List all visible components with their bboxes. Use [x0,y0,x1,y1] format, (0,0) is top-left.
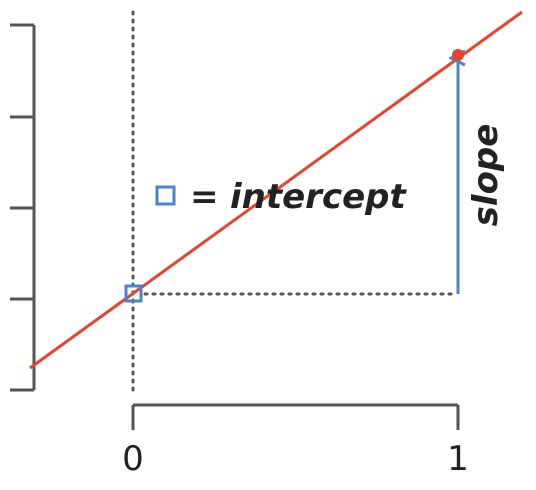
legend-equals-sign: = [190,177,219,217]
intercept-marker [124,284,143,303]
x-tick-label-one: 1 [447,439,469,479]
slope-label: slope [466,124,506,227]
x-axis [131,403,460,430]
y-axis [10,23,36,392]
x-tick-label-zero: 0 [122,439,144,479]
point-at-one [452,49,464,61]
intercept-legend: = intercept [155,177,407,217]
intercept-label: intercept [230,177,407,217]
legend-square-icon [155,185,176,206]
regression-line [29,10,523,370]
